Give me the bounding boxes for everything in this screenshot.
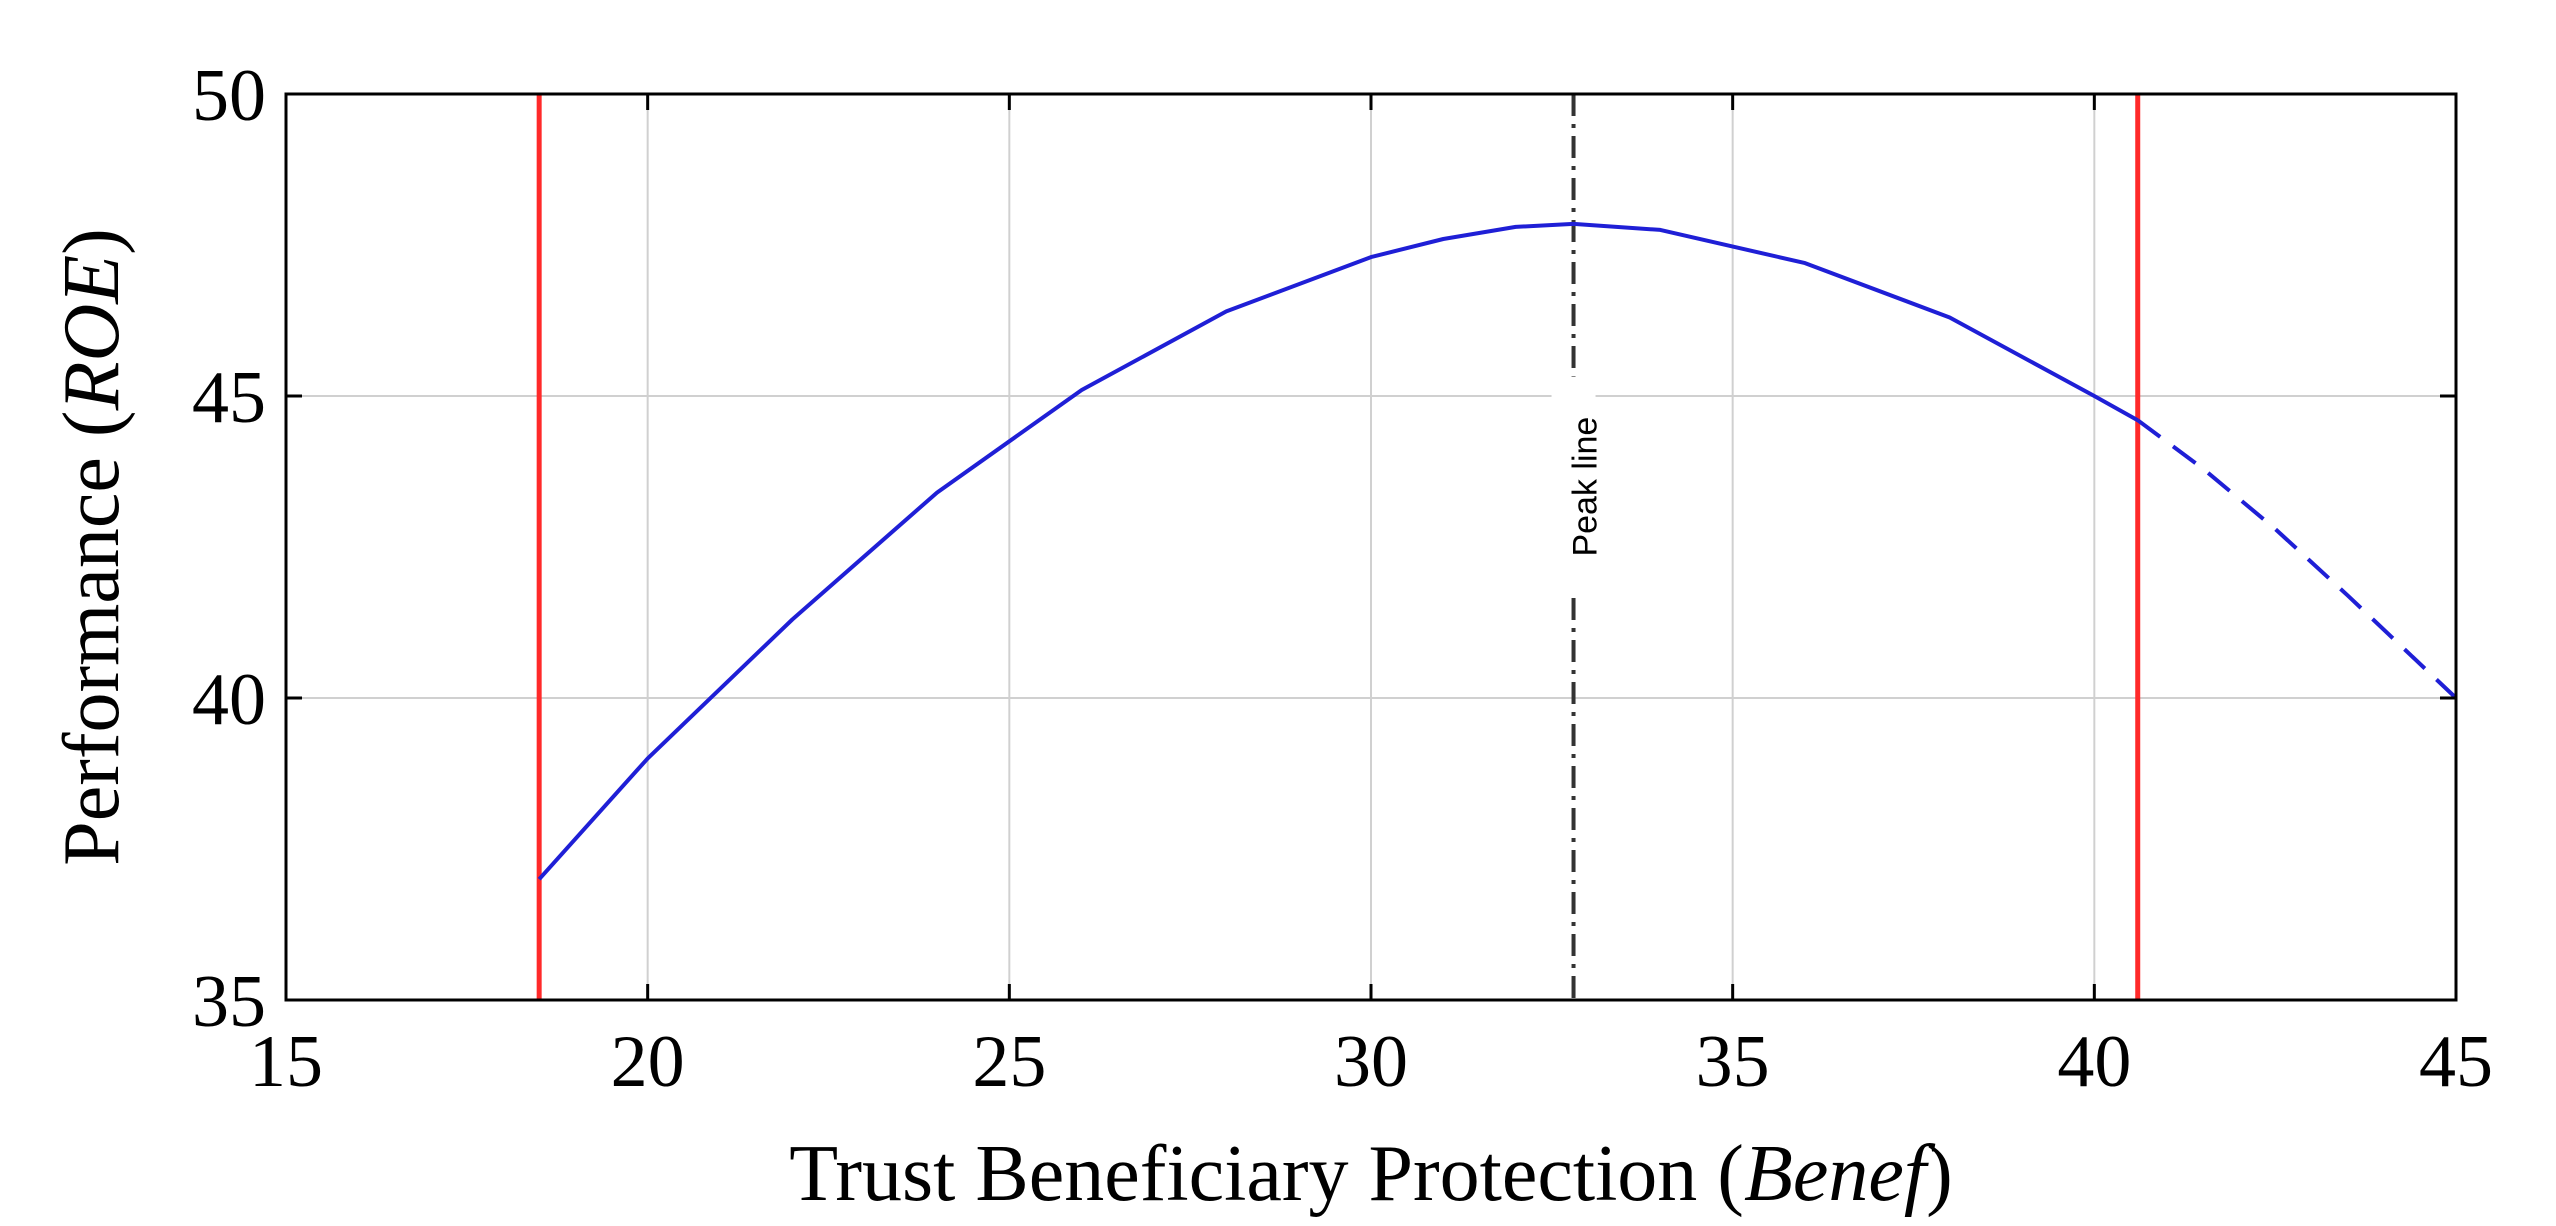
series-line-extrapolated bbox=[2136, 418, 2458, 700]
x-tick-label: 30 bbox=[1334, 1021, 1408, 1103]
y-tick-label: 40 bbox=[192, 659, 266, 741]
y-tick-label: 50 bbox=[192, 55, 266, 137]
grid-lines bbox=[286, 94, 2456, 1000]
x-tick-label: 15 bbox=[249, 1021, 323, 1103]
x-tick-label: 40 bbox=[2057, 1021, 2131, 1103]
y-axis-label-math: ROE bbox=[48, 255, 136, 412]
x-tick-label: 25 bbox=[972, 1021, 1046, 1103]
peak-line-label-bg bbox=[1551, 376, 1596, 597]
x-tick-label: 35 bbox=[1696, 1021, 1770, 1103]
y-tick-label: 45 bbox=[192, 357, 266, 439]
x-axis-label: Trust Beneficiary Protection (Benef) bbox=[789, 1130, 1952, 1218]
tick-labels: 15 20 25 30 35 40 45 35 40 45 50 bbox=[192, 55, 2493, 1103]
reference-lines bbox=[536, 94, 2141, 1000]
x-tick-label: 45 bbox=[2419, 1021, 2493, 1103]
y-axis-label-text: Performance ( bbox=[48, 410, 136, 865]
x-axis-label-text: Trust Beneficiary Protection ( bbox=[789, 1130, 1744, 1218]
x-axis-label-close: ) bbox=[1926, 1130, 1953, 1218]
annotations: Peak line bbox=[1551, 376, 1605, 597]
y-axis-label: Performance (ROE) bbox=[48, 228, 136, 865]
x-tick-label: 20 bbox=[611, 1021, 685, 1103]
axis-ticks bbox=[284, 92, 2458, 1002]
y-axis-label-close: ) bbox=[48, 228, 136, 255]
peak-line-label: Peak line bbox=[1567, 417, 1605, 557]
data-series bbox=[537, 221, 2458, 881]
y-tick-label: 35 bbox=[192, 961, 266, 1043]
x-axis-label-math: Benef bbox=[1744, 1130, 1936, 1218]
series-line bbox=[537, 221, 2139, 881]
